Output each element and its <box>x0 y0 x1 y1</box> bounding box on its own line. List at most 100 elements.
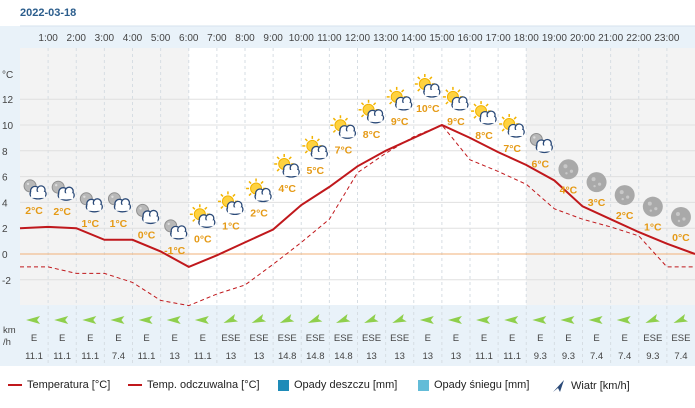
temp-label: 8°C <box>475 130 493 142</box>
wind-direction: E <box>172 333 178 344</box>
legend-line-swatch <box>128 384 142 386</box>
wind-speed: 9.3 <box>534 351 547 362</box>
temp-label: 1°C <box>110 218 128 230</box>
wind-arrow-icon <box>673 314 688 323</box>
legend-item[interactable]: Opady deszczu [mm] <box>278 379 397 391</box>
wind-speed: 9.3 <box>646 351 659 362</box>
x-tick-label: 19:00 <box>542 33 567 44</box>
wind-speed: 11.1 <box>81 351 99 362</box>
x-tick-label: 14:00 <box>401 33 426 44</box>
wind-speed: 7.4 <box>112 351 125 362</box>
temp-label: 0°C <box>672 232 690 244</box>
moon-icon <box>558 159 579 180</box>
wind-speed: 9.3 <box>562 351 575 362</box>
wind-speed: 7.4 <box>590 351 603 362</box>
temp-label: 1°C <box>644 222 662 234</box>
wind-direction: E <box>425 333 431 344</box>
wind-arrow-icon <box>110 316 125 324</box>
temp-label: 6°C <box>532 158 550 170</box>
x-tick-label: 4:00 <box>123 33 143 44</box>
temp-label: 7°C <box>335 144 353 156</box>
temp-label: 4°C <box>560 184 578 196</box>
wind-unit-label: km <box>3 325 16 336</box>
x-tick-label: 3:00 <box>95 33 115 44</box>
legend-item[interactable]: Temperatura [°C] <box>8 379 110 391</box>
partly-cloudy-icon <box>330 115 357 139</box>
wind-direction: E <box>453 333 459 344</box>
x-tick-label: 5:00 <box>151 33 171 44</box>
cloudy-night-icon <box>107 192 132 213</box>
temp-label: 2°C <box>250 207 268 219</box>
legend-label: Wiatr [km/h] <box>571 380 630 392</box>
temp-label: 10°C <box>416 103 440 115</box>
wind-speed: 13 <box>366 351 377 362</box>
wind-arrow-icon <box>504 316 519 324</box>
wind-speed: 13 <box>394 351 405 362</box>
partly-cloudy-icon <box>274 153 300 178</box>
partly-cloudy-icon <box>302 135 328 160</box>
x-tick-label: 12:00 <box>345 33 370 44</box>
wind-arrow-icon <box>532 316 547 324</box>
wind-speed: 11.1 <box>194 351 212 362</box>
temp-label: 1°C <box>82 218 100 230</box>
wind-direction: ESE <box>250 333 269 344</box>
wind-direction: ESE <box>643 333 662 344</box>
x-tick-label: 2:00 <box>67 33 87 44</box>
partly-cloudy-icon <box>358 99 385 124</box>
wind-speed: 14.8 <box>278 351 297 362</box>
wind-direction: ESE <box>278 333 297 344</box>
wind-arrow-icon <box>588 316 603 324</box>
wind-direction: ESE <box>390 333 409 344</box>
temp-label: 2°C <box>25 205 43 217</box>
temp-label: 7°C <box>503 143 521 155</box>
wind-speed: 11.1 <box>503 351 521 362</box>
wind-arrow-icon <box>392 314 407 323</box>
x-tick-label: 20:00 <box>570 33 595 44</box>
temp-label: 1°C <box>222 220 240 232</box>
y-tick-label: 4 <box>2 198 8 209</box>
wind-speed: 13 <box>423 351 434 362</box>
wind-speed: 14.8 <box>334 351 353 362</box>
temp-label: -1°C <box>164 245 186 257</box>
wind-speed: 7.4 <box>618 351 631 362</box>
legend-item[interactable]: Opady śniegu [mm] <box>418 379 529 391</box>
temp-label: 4°C <box>278 183 296 195</box>
chart-title: 2022-03-18 <box>20 7 76 19</box>
x-tick-label: 23:00 <box>654 33 679 44</box>
moon-icon <box>614 185 635 206</box>
wind-arrow-icon <box>138 316 153 324</box>
cloudy-night-icon <box>529 132 553 154</box>
wind-arrow-icon <box>307 314 323 323</box>
legend-item[interactable]: Wiatr [km/h] <box>552 379 630 393</box>
wind-arrow-icon <box>364 314 379 323</box>
wind-arrow-icon <box>476 316 491 324</box>
wind-arrow-icon <box>616 316 631 324</box>
legend-box-swatch <box>418 379 429 391</box>
wind-speed: 11.1 <box>138 351 156 362</box>
wind-direction: E <box>31 333 37 344</box>
moon-icon <box>670 207 691 227</box>
legend-line-swatch <box>8 384 22 386</box>
wind-direction: E <box>622 333 628 344</box>
feels-like-line <box>20 124 695 307</box>
x-tick-label: 13:00 <box>373 33 398 44</box>
y-axis-label: °C <box>2 70 13 81</box>
wind-arrow-icon <box>166 316 181 324</box>
cloudy-night-icon <box>136 203 160 225</box>
wind-arrow-icon <box>251 314 267 323</box>
wind-arrow-icon <box>553 380 564 392</box>
y-tick-label: 2 <box>2 224 8 235</box>
wind-direction: E <box>481 333 487 344</box>
moon-icon <box>586 172 607 193</box>
temperature-line <box>19 123 695 269</box>
legend-item[interactable]: Temp. odczuwalna [°C] <box>128 379 260 391</box>
wind-speed: 13 <box>226 351 237 362</box>
partly-cloudy-icon <box>499 113 525 138</box>
wind-speed: 11.1 <box>53 351 71 362</box>
y-axis-area <box>0 26 20 366</box>
legend: Temperatura [°C] Temp. odczuwalna [°C] Opa… <box>0 373 695 397</box>
temp-label: 3°C <box>588 197 606 209</box>
wind-unit-label: /h <box>3 337 11 348</box>
wind-arrow-icon <box>26 316 41 324</box>
x-tick-label: 22:00 <box>626 33 651 44</box>
